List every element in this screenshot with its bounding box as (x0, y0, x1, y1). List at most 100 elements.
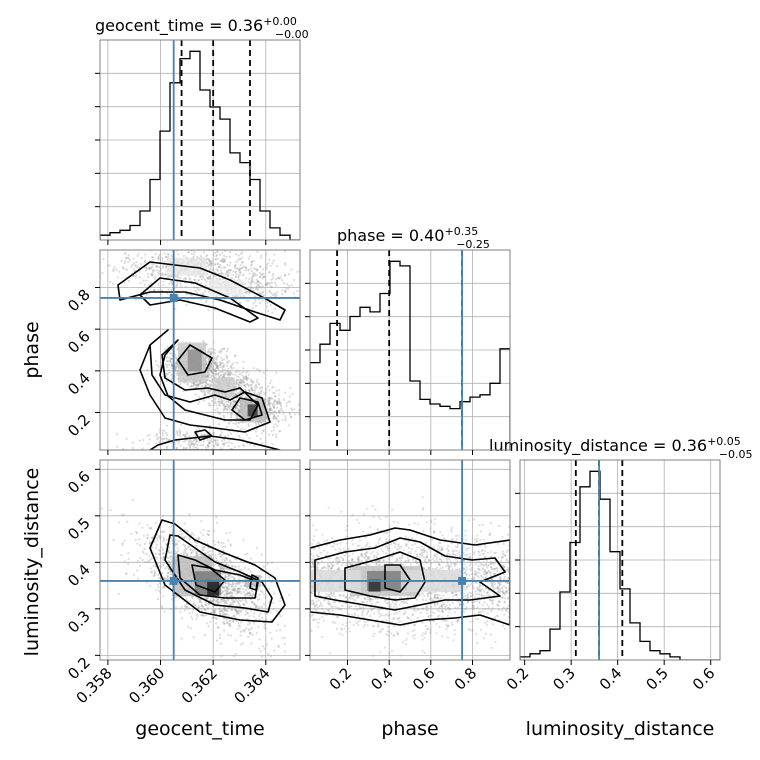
sample-point (180, 637, 183, 640)
sample-point (157, 265, 160, 269)
sample-point (208, 269, 211, 272)
sample-point (250, 642, 253, 645)
sample-point (242, 384, 245, 387)
sample-point (208, 554, 211, 557)
sample-point (283, 262, 287, 265)
sample-point (227, 269, 231, 272)
sample-point (234, 565, 238, 568)
sample-point (227, 577, 231, 581)
sample-point (278, 401, 281, 404)
sample-point (162, 586, 165, 589)
sample-point (268, 409, 271, 412)
sample-point (166, 360, 169, 363)
sample-point (162, 514, 165, 517)
sample-point (338, 593, 342, 596)
sample-point (277, 420, 280, 424)
sample-point (148, 542, 151, 545)
sample-point (238, 268, 241, 271)
sample-point (125, 268, 129, 271)
sample-point (143, 283, 147, 286)
sample-point (262, 290, 265, 293)
sample-point (256, 283, 260, 286)
sample-point (232, 589, 235, 592)
sample-point (260, 286, 263, 290)
sample-point (199, 600, 202, 603)
sample-point (240, 585, 243, 588)
sample-point (138, 544, 141, 547)
sample-point (150, 546, 154, 549)
sample-point (242, 376, 246, 379)
sample-point (209, 365, 213, 369)
sample-point (188, 435, 191, 438)
sample-point (222, 254, 226, 257)
sample-point (223, 443, 226, 446)
sample-point (197, 536, 200, 540)
sample-point (195, 383, 198, 386)
sample-point (270, 285, 273, 288)
sample-point (196, 431, 199, 435)
sample-point (222, 409, 225, 412)
sample-point (261, 386, 264, 389)
sample-point (231, 373, 234, 376)
sample-point (234, 639, 237, 642)
sample-point (247, 422, 250, 426)
sample-point (504, 589, 508, 593)
sample-point (204, 384, 207, 387)
sample-point (132, 274, 135, 277)
sample-point (242, 381, 245, 384)
sample-point (475, 641, 478, 645)
sample-point (205, 383, 209, 386)
sample-point (190, 615, 193, 618)
sample-point (244, 613, 247, 616)
sample-point (238, 381, 242, 384)
sample-point (222, 444, 225, 447)
sample-point (450, 562, 453, 566)
sample-point (234, 271, 237, 274)
sample-point (247, 299, 250, 302)
sample-point (196, 385, 199, 389)
sample-point (203, 393, 206, 396)
sample-point (312, 298, 314, 300)
sample-point (221, 400, 224, 403)
sample-point (132, 257, 135, 260)
sample-point (225, 556, 228, 560)
sample-point (281, 293, 284, 296)
sample-point (226, 621, 229, 624)
sample-point (205, 389, 208, 392)
sample-point (192, 533, 195, 536)
sample-point (285, 402, 289, 405)
sample-point (180, 605, 183, 609)
sample-point (123, 261, 126, 265)
sample-point (288, 412, 291, 415)
sample-point (275, 264, 279, 268)
sample-point (229, 261, 232, 264)
sample-point (202, 339, 205, 343)
sample-point (131, 499, 134, 502)
sample-point (170, 245, 172, 247)
sample-point (281, 409, 285, 413)
sample-point (174, 606, 178, 609)
sample-point (217, 598, 220, 601)
sample-point (211, 371, 214, 374)
sample-point (194, 604, 197, 607)
sample-point (178, 276, 182, 279)
sample-point (190, 442, 193, 446)
sample-point (267, 258, 271, 261)
sample-point (233, 588, 237, 591)
sample-point (353, 560, 356, 564)
panel-frame (99, 459, 301, 661)
sample-point (263, 626, 266, 629)
sample-point (211, 367, 214, 371)
sample-point (141, 526, 144, 530)
sample-point (251, 379, 254, 383)
sample-point (246, 241, 248, 243)
sample-point (247, 269, 250, 272)
sample-point (233, 614, 236, 617)
sample-point (151, 263, 155, 266)
sample-point (223, 438, 226, 441)
sample-point (251, 286, 255, 290)
sample-point (187, 625, 190, 628)
sample-point (208, 441, 211, 444)
sample-point (448, 611, 451, 614)
histogram-step (100, 50, 300, 240)
